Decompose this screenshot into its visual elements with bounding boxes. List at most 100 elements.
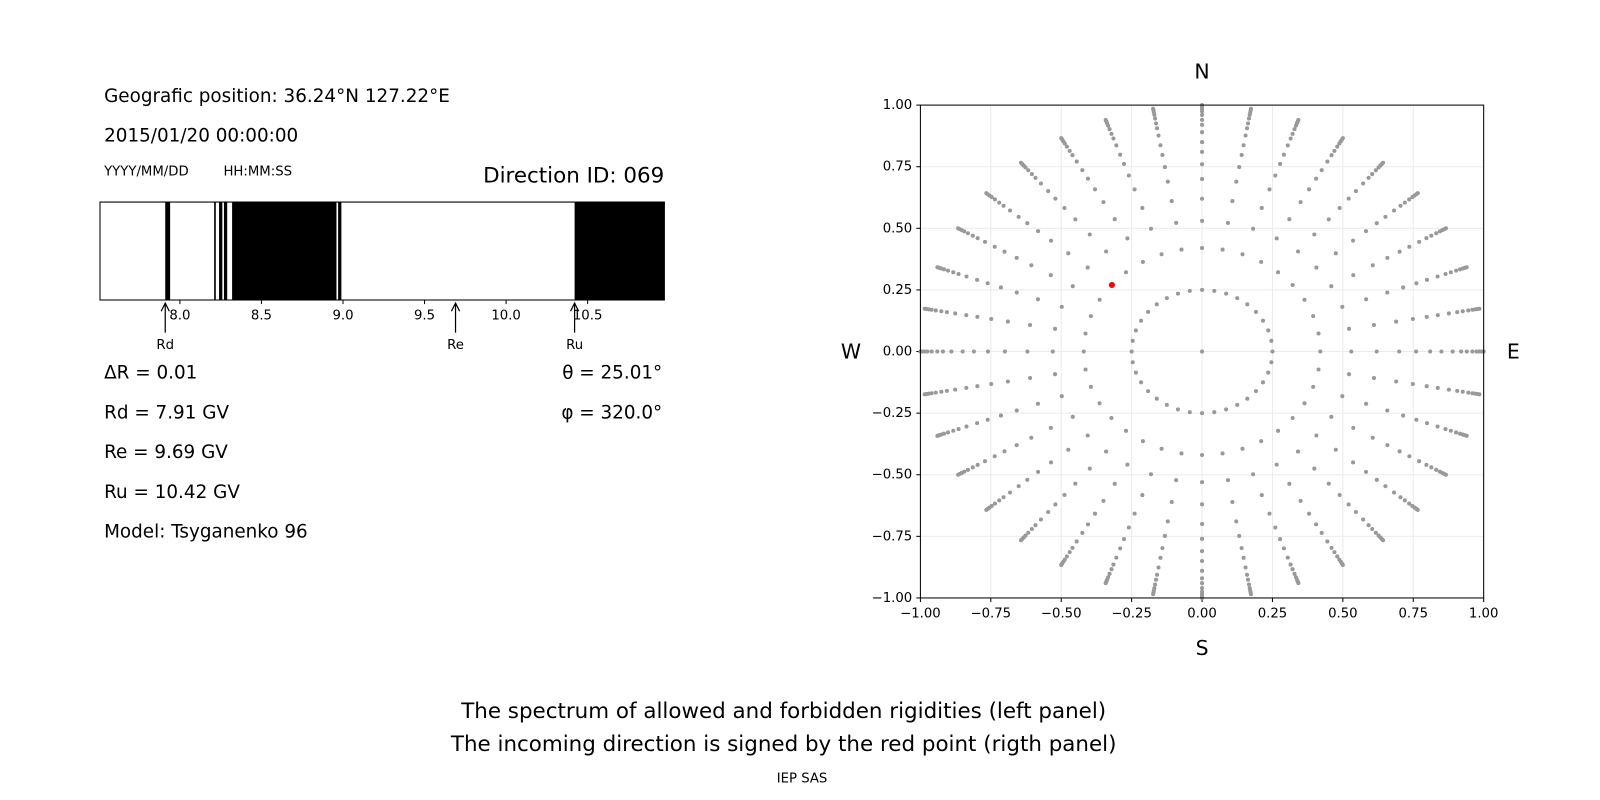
grid-point: [1314, 522, 1319, 527]
grid-point: [1225, 478, 1231, 483]
grid-point: [1187, 288, 1192, 293]
grid-point: [1153, 116, 1158, 121]
grid-point: [1036, 229, 1041, 234]
grid-point: [1311, 384, 1316, 389]
grid-point: [1316, 367, 1321, 372]
grid-point: [939, 309, 944, 314]
grid-point: [945, 268, 951, 273]
grid-point: [1366, 175, 1371, 180]
grid-point: [985, 281, 990, 286]
grid-point: [989, 316, 994, 322]
grid-point: [1407, 501, 1412, 506]
grid-point: [1175, 407, 1181, 412]
grid-point: [933, 390, 938, 395]
grid-point: [1364, 297, 1369, 302]
grid-point: [1329, 284, 1334, 289]
grid-point: [939, 389, 944, 394]
grid-point: [1398, 495, 1403, 500]
grid-point: [1126, 173, 1131, 178]
x-tick-label: −0.75: [971, 606, 1012, 621]
grid-point: [985, 349, 991, 354]
grid-point: [1174, 478, 1179, 483]
grid-point: [1351, 460, 1356, 465]
grid-point: [1448, 428, 1453, 433]
grid-point: [1225, 220, 1231, 225]
grid-point: [1237, 165, 1242, 170]
grid-point: [1029, 435, 1034, 440]
grid-point: [951, 428, 956, 433]
grid-point: [1140, 493, 1145, 498]
grid-point: [1230, 499, 1235, 505]
grid-point: [998, 413, 1003, 418]
grid-point: [1139, 380, 1144, 385]
grid-point: [1307, 187, 1312, 192]
grid-point: [1001, 203, 1006, 208]
grid-point: [1424, 462, 1429, 467]
grid-point: [1325, 159, 1330, 164]
grid-point: [1311, 314, 1316, 319]
grid-point: [1351, 425, 1356, 430]
grid-point: [1460, 309, 1465, 314]
grid-point: [1111, 562, 1116, 567]
grid-point: [1070, 284, 1075, 289]
grid-point: [1046, 189, 1051, 194]
grid-point: [1104, 249, 1109, 254]
caption: The spectrum of allowed and forbidden ri…: [460, 699, 1106, 724]
grid-point: [1281, 546, 1286, 551]
grid-point: [1085, 522, 1091, 527]
grid-point: [970, 233, 975, 238]
grid-point: [1133, 370, 1138, 375]
grid-point: [1033, 523, 1038, 528]
grid-point: [1046, 509, 1051, 515]
grid-point: [1073, 481, 1078, 486]
grid-point: [964, 424, 969, 429]
grid-point: [1349, 349, 1354, 354]
grid-point: [1088, 384, 1093, 389]
grid-point: [1230, 199, 1235, 204]
grid-point: [1370, 263, 1375, 268]
grid-point: [1325, 539, 1330, 544]
grid-point: [1335, 554, 1340, 559]
grid-point: [1407, 197, 1412, 202]
x-tick-label: 8.5: [251, 308, 272, 323]
grid-point: [1290, 282, 1295, 288]
grid-point: [1333, 251, 1338, 256]
grid-point: [975, 421, 980, 426]
grid-point: [1200, 287, 1205, 292]
grid-point: [1080, 168, 1085, 173]
grid-point: [1333, 447, 1338, 452]
grid-point: [1053, 502, 1058, 507]
position: Geografic position: 36.24°N 127.22°E: [104, 86, 450, 107]
x-tick-label: 0.25: [1258, 606, 1288, 621]
grid-point: [1164, 402, 1169, 407]
grid-point: [1140, 205, 1145, 210]
grid-point: [975, 236, 980, 241]
grid-point: [1434, 231, 1439, 236]
grid-point: [1332, 550, 1337, 555]
grid-point: [1259, 493, 1264, 498]
grid-point: [1273, 173, 1278, 178]
grid-point: [935, 349, 940, 354]
grid-point: [1070, 153, 1075, 158]
grid-point: [1371, 376, 1377, 381]
grid-point: [935, 265, 940, 270]
grid-point: [1109, 567, 1114, 572]
datetime: 2015/01/20 00:00:00: [104, 126, 298, 147]
grid-point: [982, 459, 988, 464]
grid-point: [1410, 382, 1415, 387]
grid-point: [1435, 424, 1440, 429]
grid-point: [1087, 466, 1092, 471]
grid-point: [1267, 187, 1272, 192]
grid-point: [1370, 172, 1375, 177]
grid-point: [1085, 265, 1090, 270]
grid-point: [1018, 160, 1024, 165]
grid-point: [1070, 545, 1075, 550]
grid-point: [1029, 172, 1034, 177]
grid-point: [1371, 322, 1377, 328]
grid-point: [933, 308, 938, 313]
grid-point: [1101, 498, 1106, 503]
grid-point: [1016, 214, 1021, 219]
y-tick-label: 0.75: [883, 160, 913, 175]
grid-point: [1361, 181, 1366, 186]
grid-point: [1109, 131, 1114, 136]
